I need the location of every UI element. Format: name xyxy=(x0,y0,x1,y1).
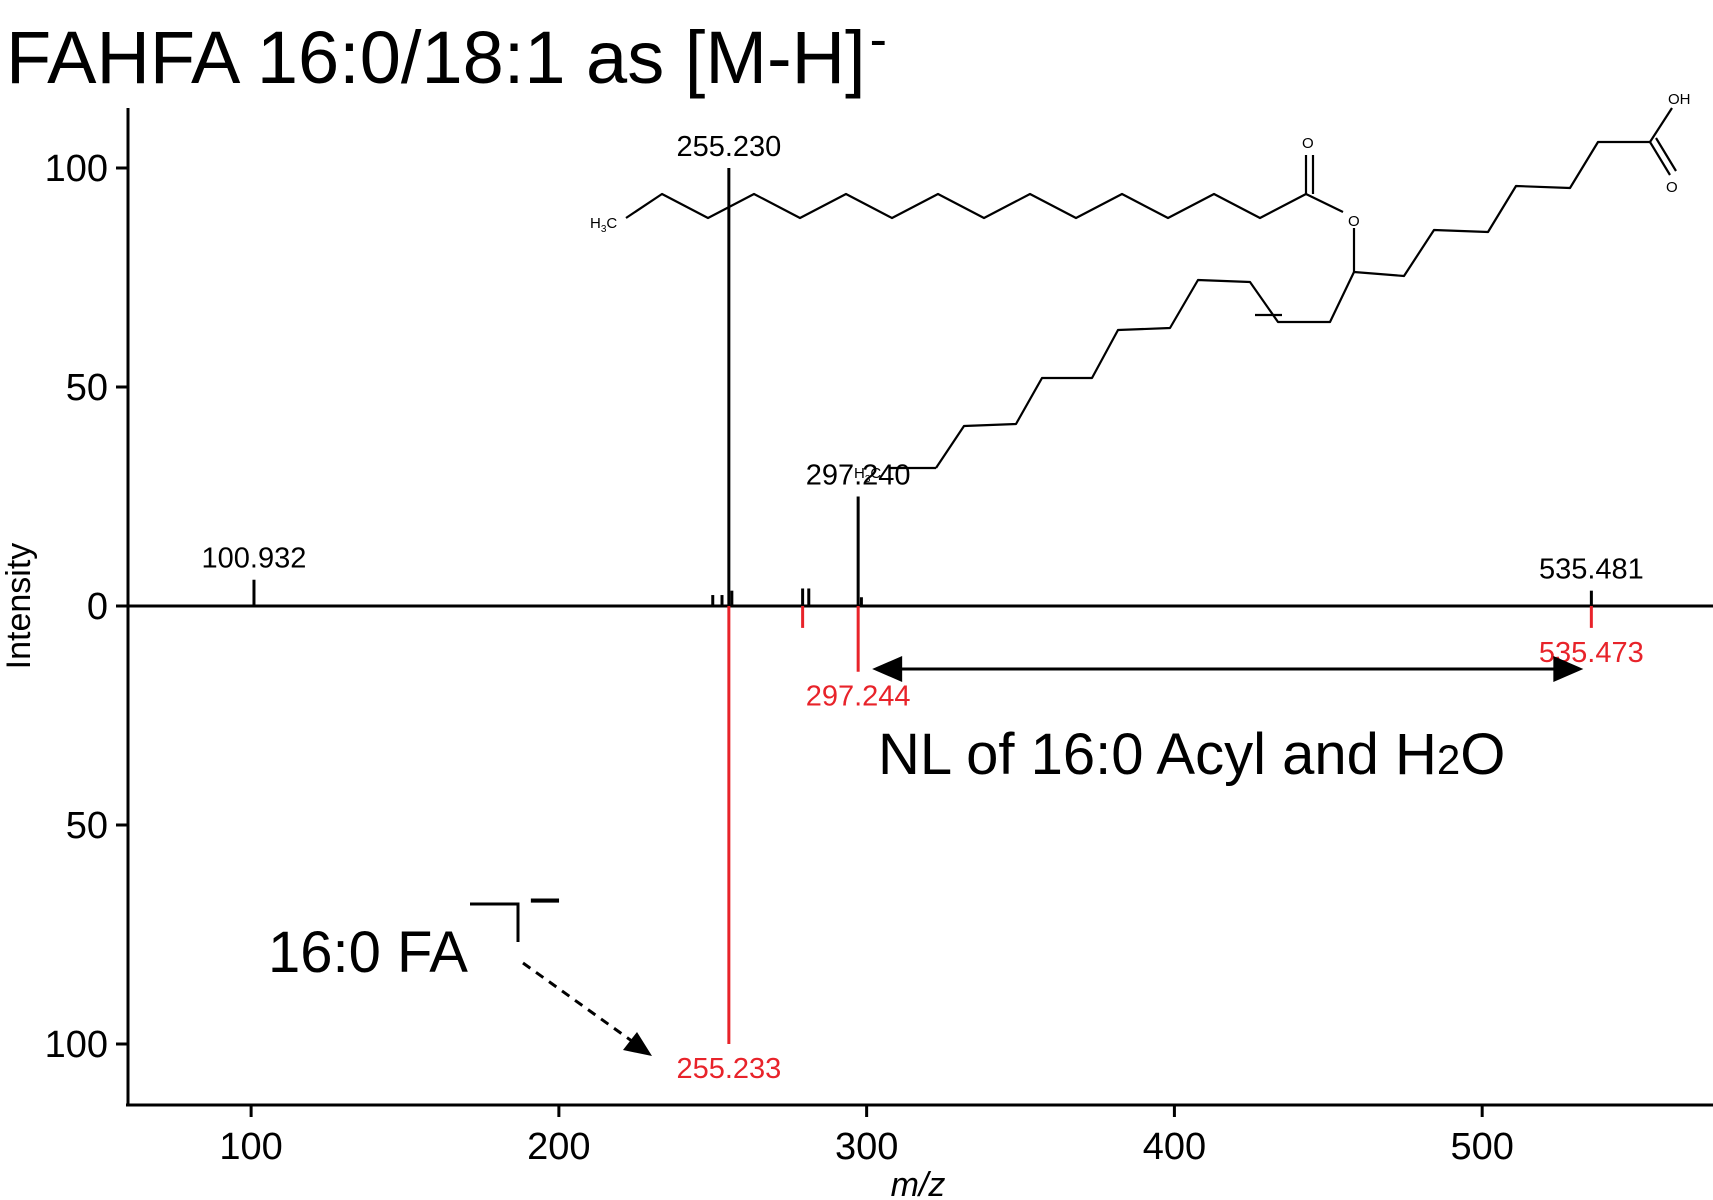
x-axis-label: m/z xyxy=(891,1166,946,1200)
x-tick-label-200: 200 xyxy=(527,1126,590,1168)
ester-oxygen-label: O xyxy=(1348,213,1360,230)
neutral-loss-arrow-right-head xyxy=(1553,656,1584,682)
peak-label-top-3: 255.230 xyxy=(676,131,781,163)
neutral-loss-annotation: NL of 16:0 Acyl and H2O xyxy=(872,656,1584,787)
y-tick-label-top-50: 50 xyxy=(66,367,108,409)
carboxyl-oxygen-label: O xyxy=(1666,179,1678,196)
y-axis-label: Intensity xyxy=(0,543,38,670)
y-tick-label-top-0: 0 xyxy=(87,586,108,628)
peak-label-bottom-0: 255.233 xyxy=(676,1053,781,1085)
chart-title-superscript: - xyxy=(870,11,887,69)
peak-label-bottom-2: 297.244 xyxy=(806,681,911,713)
chart-title: FAHFA 16:0/18:1 as [M-H]- xyxy=(6,11,887,99)
palmitoyl-chain xyxy=(625,192,1307,220)
methyl-label-2: H3C xyxy=(854,465,881,485)
y-ticks: 0 50 100 50 100 xyxy=(45,148,128,1066)
ester-bond xyxy=(1305,193,1344,213)
x-tick-label-500: 500 xyxy=(1450,1126,1513,1168)
fa-ion-dashed-arrow xyxy=(522,961,637,1046)
x-ticks: 100 200 300 400 500 xyxy=(219,1105,1514,1168)
neutral-loss-text-main: NL of 16:0 Acyl and H xyxy=(878,722,1437,787)
peak-label-top-7: 297.240 xyxy=(806,460,911,492)
x-tick-label-400: 400 xyxy=(1143,1126,1206,1168)
fa-ion-text: 16:0 FA xyxy=(268,920,468,985)
alkenyl-chain xyxy=(935,271,1355,469)
methyl-label-1: H3C xyxy=(590,215,617,235)
fa-ion-bracket xyxy=(470,902,520,942)
hydroxyl-label: OH xyxy=(1668,91,1691,108)
fa-ion-superscript: − xyxy=(528,868,562,933)
molecule-structure xyxy=(625,107,1677,470)
neutral-loss-text-suffix: O xyxy=(1460,722,1505,787)
y-tick-label-top-100: 100 xyxy=(45,148,108,190)
peak-label-top-9: 535.481 xyxy=(1539,554,1644,586)
y-tick-label-bottom-100: 100 xyxy=(45,1024,108,1066)
peak-labels: 100.932 255.230 297.240 535.481 255.233 297.2… xyxy=(202,131,1644,1085)
y-tick-label-bottom-50: 50 xyxy=(66,805,108,847)
neutral-loss-arrow-left-head xyxy=(872,656,903,682)
neutral-loss-text: NL of 16:0 Acyl and H2O xyxy=(878,722,1505,787)
peak-label-top-0: 100.932 xyxy=(202,543,307,575)
carboxyl-oh-bond xyxy=(1649,107,1673,143)
x-tick-label-100: 100 xyxy=(219,1126,282,1168)
carbonyl-oxygen-label: O xyxy=(1302,135,1314,152)
carboxyl-co-bond xyxy=(1649,141,1671,176)
carboxyl-co-bond-2 xyxy=(1655,137,1677,172)
chart-title-text: FAHFA 16:0/18:1 as [M-H] xyxy=(6,16,866,99)
peaks-bottom-series xyxy=(727,606,1593,1044)
x-tick-label-300: 300 xyxy=(835,1126,898,1168)
fa-ion-arrow-head xyxy=(623,1032,652,1056)
hydroxy-acid-chain xyxy=(1353,140,1650,278)
molecule-atom-labels: H3C O O OH O H3C xyxy=(590,91,1691,485)
neutral-loss-text-subscript: 2 xyxy=(1437,736,1460,783)
peaks-top-series xyxy=(252,168,1593,606)
fa-ion-annotation: 16:0 FA − xyxy=(268,868,652,1056)
